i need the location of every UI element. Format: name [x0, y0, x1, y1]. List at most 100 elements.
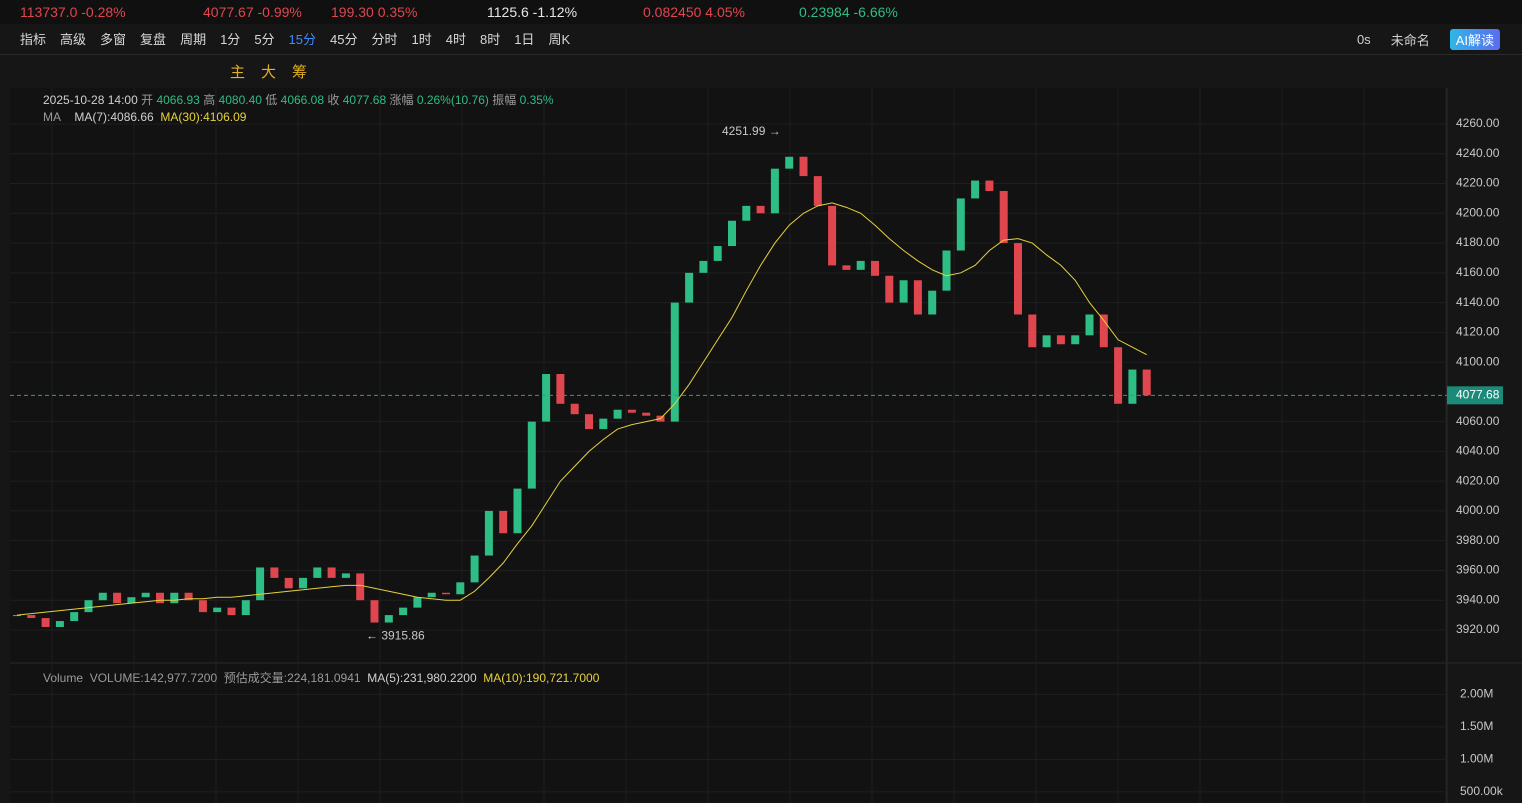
- toolbar-right-item[interactable]: 未命名: [1390, 33, 1430, 48]
- label: 收: [327, 93, 340, 107]
- value: 4066.93: [156, 93, 200, 107]
- candle: [270, 567, 279, 578]
- y-tick-label: 4200.00: [1456, 205, 1500, 219]
- toolbar-item[interactable]: 周期: [180, 32, 207, 47]
- toolbar-right: 0s 未命名 AI解读: [1357, 29, 1500, 50]
- ticker-price: 199.30: [331, 4, 374, 20]
- candle: [770, 168, 779, 214]
- toolbar-item[interactable]: 高级: [60, 32, 87, 47]
- candle: [599, 418, 608, 430]
- y-tick-label: 1.00M: [1460, 752, 1493, 766]
- y-tick-label: 4240.00: [1456, 146, 1500, 160]
- period-button[interactable]: 1日: [514, 32, 535, 47]
- price-tag: [1447, 386, 1503, 405]
- period-button[interactable]: 5分: [254, 32, 275, 47]
- candle: [84, 600, 93, 613]
- volume-title: Volume: [43, 671, 84, 685]
- toolbar-right-item[interactable]: AI解读: [1449, 29, 1500, 50]
- toolbar-right-item[interactable]: 0s: [1356, 32, 1371, 47]
- candle: [1014, 243, 1022, 315]
- candle: [27, 615, 36, 619]
- ticker-change: -1.12%: [532, 4, 578, 20]
- price-tag-label: 4077.68: [1456, 387, 1500, 401]
- candle: [442, 592, 450, 595]
- period-button[interactable]: 15分: [288, 32, 317, 47]
- ticker[interactable]: 0.082450 4.05%: [643, 4, 745, 20]
- candle: [856, 260, 865, 270]
- ticker-price: 113737.0: [20, 4, 78, 20]
- y-tick-label: 4000.00: [1456, 503, 1500, 517]
- candle: [13, 615, 21, 617]
- candle: [956, 198, 965, 251]
- candle: [527, 421, 536, 489]
- y-tick-label: 4040.00: [1456, 444, 1500, 458]
- period-button[interactable]: 1时: [411, 32, 432, 47]
- period-button[interactable]: 1分: [220, 32, 241, 47]
- ma-line: [16, 202, 1147, 616]
- ma-info: MA MA(7):4086.66 MA(30):4106.09: [43, 110, 246, 124]
- ticker-price: 4077.67: [203, 4, 254, 20]
- candle: [1042, 335, 1051, 348]
- annotation: 4251.99 →: [722, 124, 781, 138]
- candle: [327, 567, 336, 578]
- label: 振幅: [492, 93, 517, 107]
- candle: [728, 220, 736, 247]
- drawing-tool[interactable]: 大: [261, 64, 277, 81]
- period-button[interactable]: 45分: [330, 32, 358, 47]
- candle: [241, 600, 250, 616]
- y-tick-label: 3920.00: [1456, 622, 1500, 636]
- value: 0.26%(10.76): [416, 93, 489, 107]
- y-tick-label: 4220.00: [1456, 176, 1500, 190]
- y-tick-label: 4140.00: [1456, 295, 1500, 309]
- candle: [41, 618, 50, 627]
- candle: [98, 592, 107, 601]
- ticker[interactable]: 0.23984 -6.66%: [799, 4, 898, 20]
- candle: [170, 592, 179, 604]
- ticker-price: 0.082450: [643, 4, 702, 20]
- ma30: MA(30):4106.09: [160, 110, 247, 124]
- candle: [370, 600, 379, 623]
- period-button[interactable]: 分时: [371, 32, 398, 47]
- toolbar-item[interactable]: 复盘: [140, 32, 167, 47]
- toolbar-item[interactable]: 多窗: [100, 32, 127, 47]
- ticker-bar: [0, 0, 1522, 24]
- candle: [1099, 314, 1108, 348]
- drawing-tool[interactable]: 筹: [292, 64, 308, 81]
- candle: [613, 409, 622, 419]
- candle: [384, 615, 393, 623]
- ticker[interactable]: 1125.6 -1.12%: [487, 4, 577, 20]
- candle: [427, 592, 436, 598]
- volume-info: Volume VOLUME:142,977.7200 预估成交量:224,181…: [43, 669, 599, 686]
- period-button[interactable]: 4时: [445, 32, 466, 47]
- period-button[interactable]: 8时: [479, 32, 501, 47]
- period-button[interactable]: 周K: [548, 32, 571, 47]
- candle: [399, 607, 408, 616]
- candle: [227, 607, 236, 616]
- candle: [413, 597, 422, 608]
- y-tick-label: 4020.00: [1456, 473, 1500, 487]
- candle: [213, 607, 222, 613]
- label: 低: [265, 93, 278, 107]
- toolbar-item[interactable]: 指标: [20, 32, 47, 47]
- ticker[interactable]: 4077.67 -0.99%: [203, 4, 302, 20]
- candle: [513, 488, 522, 534]
- ticker-change: -6.66%: [853, 4, 898, 20]
- drawing-tool[interactable]: 主: [230, 64, 246, 81]
- candle: [1071, 335, 1080, 345]
- ma7: MA(7):4086.66: [74, 110, 154, 124]
- candle: [670, 302, 679, 422]
- ticker[interactable]: 113737.0 -0.28%: [20, 4, 126, 20]
- ticker[interactable]: 199.30 0.35%: [331, 4, 417, 20]
- value: 4066.08: [280, 93, 325, 107]
- y-tick-label: 500.00k: [1460, 784, 1504, 798]
- label: 高: [203, 93, 216, 107]
- ticker-price: 0.23984: [799, 4, 850, 20]
- candle: [627, 409, 636, 413]
- candle: [1128, 369, 1137, 404]
- candle: [1085, 314, 1094, 336]
- candle: [913, 280, 922, 315]
- value: 4077.68: [342, 93, 387, 107]
- y-tick-label: 4260.00: [1456, 116, 1500, 130]
